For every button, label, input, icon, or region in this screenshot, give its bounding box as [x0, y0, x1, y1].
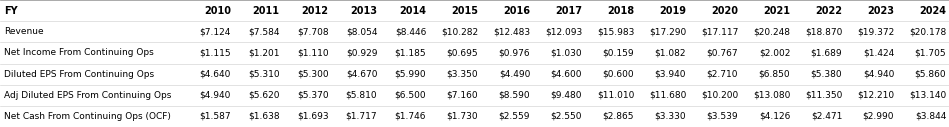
- Text: $4.126: $4.126: [759, 112, 791, 121]
- Text: 2023: 2023: [867, 6, 894, 16]
- Text: $3.350: $3.350: [447, 70, 478, 79]
- Text: $1.110: $1.110: [297, 48, 328, 57]
- Text: $5.370: $5.370: [297, 91, 328, 100]
- Text: $1.689: $1.689: [810, 48, 842, 57]
- Text: 2017: 2017: [555, 6, 582, 16]
- Text: FY: FY: [4, 6, 17, 16]
- Text: $4.490: $4.490: [499, 70, 530, 79]
- Text: $15.983: $15.983: [597, 27, 634, 36]
- Text: $2.559: $2.559: [498, 112, 530, 121]
- Text: $5.990: $5.990: [395, 70, 426, 79]
- Text: $2.471: $2.471: [810, 112, 842, 121]
- Text: $11.680: $11.680: [649, 91, 686, 100]
- Text: $20.248: $20.248: [754, 27, 791, 36]
- Text: $0.767: $0.767: [706, 48, 738, 57]
- Text: 2018: 2018: [607, 6, 634, 16]
- Text: $8.054: $8.054: [345, 27, 378, 36]
- Text: $3.330: $3.330: [655, 112, 686, 121]
- Text: $1.730: $1.730: [447, 112, 478, 121]
- Text: $17.117: $17.117: [700, 27, 738, 36]
- Text: $2.550: $2.550: [550, 112, 582, 121]
- Text: $9.480: $9.480: [550, 91, 582, 100]
- Text: $12.483: $12.483: [493, 27, 530, 36]
- Text: $3.940: $3.940: [655, 70, 686, 79]
- Text: $10.200: $10.200: [701, 91, 738, 100]
- Text: 2020: 2020: [711, 6, 738, 16]
- Text: $0.929: $0.929: [345, 48, 378, 57]
- Text: $5.310: $5.310: [248, 70, 280, 79]
- Text: 2015: 2015: [451, 6, 478, 16]
- Text: 2022: 2022: [815, 6, 842, 16]
- Text: $1.424: $1.424: [863, 48, 894, 57]
- Text: $5.300: $5.300: [297, 70, 328, 79]
- Text: $7.708: $7.708: [297, 27, 328, 36]
- Text: $5.380: $5.380: [810, 70, 842, 79]
- Text: $0.600: $0.600: [603, 70, 634, 79]
- Text: $0.976: $0.976: [498, 48, 530, 57]
- Text: $18.870: $18.870: [805, 27, 842, 36]
- Text: $12.210: $12.210: [857, 91, 894, 100]
- Text: 2010: 2010: [204, 6, 231, 16]
- Text: $0.695: $0.695: [447, 48, 478, 57]
- Text: $1.115: $1.115: [199, 48, 231, 57]
- Text: $8.590: $8.590: [498, 91, 530, 100]
- Text: $1.705: $1.705: [915, 48, 946, 57]
- Text: Net Income From Continuing Ops: Net Income From Continuing Ops: [4, 48, 154, 57]
- Text: Diluted EPS From Continuing Ops: Diluted EPS From Continuing Ops: [4, 70, 154, 79]
- Text: $7.584: $7.584: [249, 27, 280, 36]
- Text: $7.124: $7.124: [199, 27, 231, 36]
- Text: 2016: 2016: [503, 6, 530, 16]
- Text: $5.810: $5.810: [345, 91, 378, 100]
- Text: 2019: 2019: [660, 6, 686, 16]
- Text: $1.201: $1.201: [249, 48, 280, 57]
- Text: $1.717: $1.717: [345, 112, 378, 121]
- Text: $7.160: $7.160: [447, 91, 478, 100]
- Text: $1.638: $1.638: [248, 112, 280, 121]
- Text: $13.080: $13.080: [753, 91, 791, 100]
- Text: 2024: 2024: [920, 6, 946, 16]
- Text: $1.587: $1.587: [199, 112, 231, 121]
- Text: $2.002: $2.002: [759, 48, 791, 57]
- Text: $2.710: $2.710: [707, 70, 738, 79]
- Text: $8.446: $8.446: [395, 27, 426, 36]
- Text: $11.350: $11.350: [805, 91, 842, 100]
- Text: $4.940: $4.940: [199, 91, 231, 100]
- Text: $17.290: $17.290: [649, 27, 686, 36]
- Text: $1.693: $1.693: [297, 112, 328, 121]
- Text: 2014: 2014: [400, 6, 426, 16]
- Text: $6.850: $6.850: [758, 70, 791, 79]
- Text: $10.282: $10.282: [441, 27, 478, 36]
- Text: 2011: 2011: [252, 6, 280, 16]
- Text: Adj Diluted EPS From Continuing Ops: Adj Diluted EPS From Continuing Ops: [4, 91, 171, 100]
- Text: $0.159: $0.159: [603, 48, 634, 57]
- Text: $12.093: $12.093: [545, 27, 582, 36]
- Text: $1.746: $1.746: [395, 112, 426, 121]
- Text: $13.140: $13.140: [909, 91, 946, 100]
- Text: $4.600: $4.600: [550, 70, 582, 79]
- Text: $4.940: $4.940: [863, 70, 894, 79]
- Text: 2021: 2021: [763, 6, 791, 16]
- Text: $6.500: $6.500: [395, 91, 426, 100]
- Text: $3.844: $3.844: [915, 112, 946, 121]
- Text: $2.990: $2.990: [863, 112, 894, 121]
- Text: $1.030: $1.030: [550, 48, 582, 57]
- Text: $20.178: $20.178: [909, 27, 946, 36]
- Text: Net Cash From Continuing Ops (OCF): Net Cash From Continuing Ops (OCF): [4, 112, 171, 121]
- Text: $4.640: $4.640: [199, 70, 231, 79]
- Text: 2013: 2013: [350, 6, 378, 16]
- Text: $11.010: $11.010: [597, 91, 634, 100]
- Text: $5.620: $5.620: [249, 91, 280, 100]
- Text: Revenue: Revenue: [4, 27, 44, 36]
- Text: $1.082: $1.082: [655, 48, 686, 57]
- Text: $5.860: $5.860: [915, 70, 946, 79]
- Text: $1.185: $1.185: [395, 48, 426, 57]
- Text: $4.670: $4.670: [345, 70, 378, 79]
- Text: $3.539: $3.539: [706, 112, 738, 121]
- Text: $2.865: $2.865: [603, 112, 634, 121]
- Text: $19.372: $19.372: [857, 27, 894, 36]
- Text: 2012: 2012: [302, 6, 328, 16]
